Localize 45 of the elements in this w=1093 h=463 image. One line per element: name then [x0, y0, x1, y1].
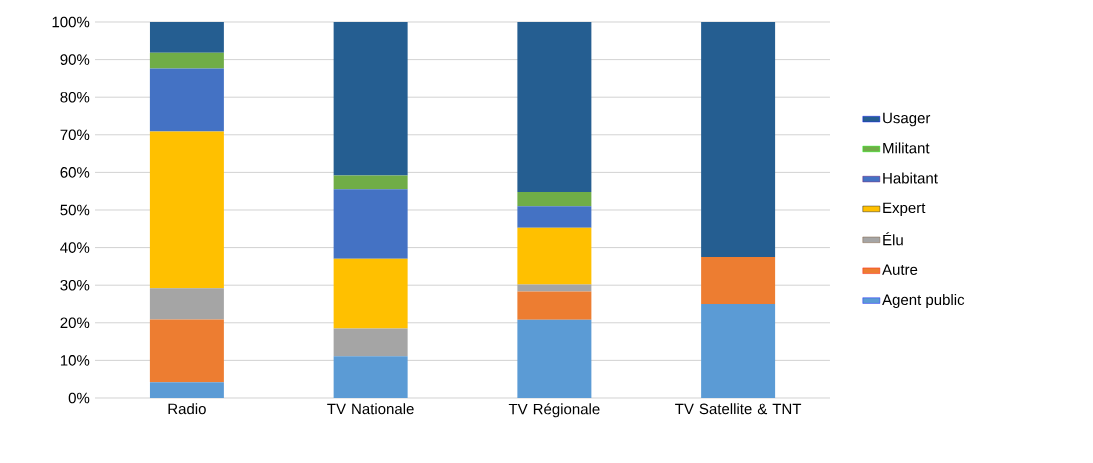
- bar: [517, 284, 592, 292]
- legend-label: Expert: [883, 202, 926, 217]
- bar: [149, 131, 224, 289]
- y-tick-label: 80%: [60, 91, 90, 103]
- bar: [149, 382, 224, 398]
- legend-label: Autre: [882, 264, 918, 275]
- bar: [517, 291, 592, 320]
- y-tick-label: 30%: [60, 279, 90, 291]
- y-tick-label: 40%: [60, 242, 90, 253]
- legend-label: Élu: [883, 232, 903, 246]
- bar: [517, 206, 592, 228]
- x-tick-label: Radio: [168, 403, 206, 415]
- legend-label: Usager: [883, 112, 931, 127]
- legend-label: Agent public: [882, 294, 965, 309]
- y-tick-label: 50%: [60, 204, 90, 216]
- y-tick-label: 20%: [60, 317, 90, 329]
- bar: [517, 22, 592, 192]
- x-tick-label: TV Nationale: [327, 403, 414, 415]
- x-tick-label: TV Satellite & TNT: [675, 403, 802, 415]
- bar: [517, 319, 592, 398]
- bar: [149, 319, 224, 383]
- x-tick-label: TV Régionale: [508, 403, 600, 418]
- y-tick-label: 70%: [60, 129, 90, 141]
- bar: [149, 22, 224, 53]
- legend-label: Habitant: [883, 172, 938, 184]
- bar: [333, 189, 408, 259]
- y-tick-label: 0%: [68, 392, 90, 404]
- bar: [333, 258, 408, 329]
- y-tick-label: 60%: [60, 167, 90, 178]
- bar: [149, 288, 224, 320]
- y-tick-label: 90%: [60, 54, 90, 65]
- legend-label: Militant: [883, 142, 930, 154]
- y-tick-label: 100%: [52, 16, 90, 28]
- bar: [701, 22, 776, 257]
- bar: [333, 328, 408, 357]
- y-tick-label: 10%: [60, 355, 90, 366]
- bar: [149, 68, 224, 132]
- bar: [517, 227, 592, 285]
- bar: [149, 52, 224, 69]
- bar: [517, 191, 592, 207]
- bar: [333, 356, 408, 398]
- bar: [701, 256, 776, 304]
- bar: [333, 22, 408, 176]
- bar: [333, 175, 408, 190]
- bar: [701, 303, 776, 398]
